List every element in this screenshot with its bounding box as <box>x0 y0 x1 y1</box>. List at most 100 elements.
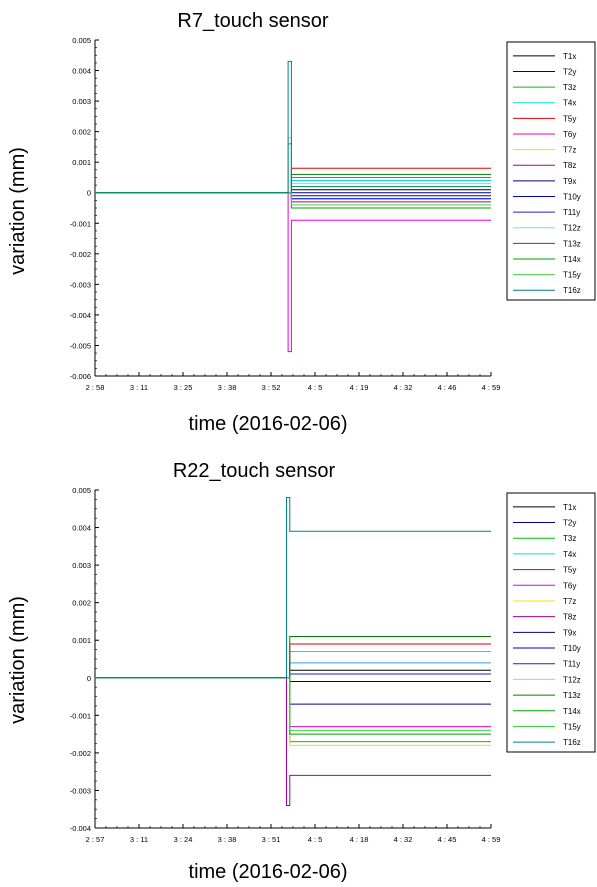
x-tick-label: 4 : 45 <box>438 835 457 844</box>
legend-label: T12z <box>563 224 581 233</box>
y-tick-label: -0.004 <box>70 311 91 320</box>
series-line-t8z <box>95 192 491 203</box>
x-tick-label: 4 : 59 <box>482 383 501 392</box>
x-tick-label: 4 : 46 <box>438 383 457 392</box>
y-tick-label: 0.001 <box>72 636 91 645</box>
x-tick-label: 3 : 51 <box>262 835 281 844</box>
legend-label: T2y <box>563 67 576 76</box>
y-tick-label: -0.002 <box>70 250 91 259</box>
x-tick-label: 3 : 38 <box>218 383 237 392</box>
legend-label: T7z <box>563 146 576 155</box>
legend-label: T13z <box>563 239 581 248</box>
legend-label: T16z <box>563 738 581 747</box>
x-tick-label: 4 : 5 <box>308 835 323 844</box>
legend-label: T6y <box>563 130 576 139</box>
y-tick-label: -0.004 <box>70 824 91 833</box>
x-tick-label: 4 : 59 <box>482 835 501 844</box>
y-tick-label: 0 <box>87 674 91 683</box>
series-line-t16z <box>95 60 491 194</box>
x-tick-label: 3 : 24 <box>174 835 193 844</box>
legend: T1x T2y T3z T4x T5y T6y T7z T8z T9x T10y T11y T12z T… <box>506 41 596 301</box>
x-axis-label: time (2016-02-06) <box>189 861 348 883</box>
y-tick-label: -0.003 <box>70 280 91 289</box>
y-axis-label: variation (mm) <box>7 596 29 724</box>
legend-label: T5y <box>563 114 576 123</box>
plot-area <box>95 497 491 806</box>
legend-label: T4x <box>563 550 576 559</box>
y-tick-label: 0.004 <box>72 524 91 533</box>
legend-label: T3z <box>563 83 576 92</box>
legend-label: T14x <box>563 255 581 264</box>
chart-panel-r22: R22_touch sensor time (2016-02-06) varia… <box>0 444 597 887</box>
series-line-t6y <box>95 677 491 728</box>
series-line-t9x <box>95 677 491 682</box>
y-tick-label: 0.003 <box>72 561 91 570</box>
y-tick-label: 0.003 <box>72 97 91 106</box>
y-tick-label: -0.002 <box>70 749 91 758</box>
legend-box <box>506 492 596 753</box>
x-tick-label: 4 : 19 <box>350 383 369 392</box>
r22-chart: R22_touch sensor time (2016-02-06) varia… <box>7 460 596 883</box>
legend-label: T10y <box>563 192 581 201</box>
series-line-t11y <box>95 673 491 679</box>
legend-label: T11y <box>563 208 580 217</box>
legend-label: T15y <box>563 722 581 731</box>
legend-box <box>506 41 596 301</box>
x-tick-label: 4 : 32 <box>394 835 413 844</box>
x-tick-label: 2 : 57 <box>86 835 105 844</box>
y-tick-label: -0.001 <box>70 711 91 720</box>
y-tick-label: 0.002 <box>72 128 91 137</box>
plot-area <box>95 60 491 353</box>
legend-label: T5y <box>563 566 576 575</box>
series-line-t5y <box>95 643 491 679</box>
y-tick-label: 0.005 <box>72 36 91 45</box>
series-line-t16z <box>95 497 491 679</box>
y-tick-label: 0.002 <box>72 599 91 608</box>
x-axis-label: time (2016-02-06) <box>189 413 348 435</box>
legend-label: T14x <box>563 707 581 716</box>
axes: 0.005 0.004 0.003 0.002 0.001 0 -0.001 -0.002 -0… <box>70 486 501 844</box>
legend-label: T15y <box>563 271 581 280</box>
x-tick-label: 2 : 58 <box>86 383 105 392</box>
x-tick-label: 4 : 32 <box>394 383 413 392</box>
x-tick-label: 4 : 5 <box>308 383 323 392</box>
legend-label: T8z <box>563 161 576 170</box>
y-tick-label: -0.006 <box>70 372 91 381</box>
legend-label: T13z <box>563 691 581 700</box>
legend-label: T9x <box>563 628 576 637</box>
y-tick-label: 0.001 <box>72 158 91 167</box>
legend-label: T3z <box>563 534 576 543</box>
legend-label: T2y <box>563 519 576 528</box>
x-tick-label: 3 : 25 <box>174 383 193 392</box>
legend-label: T11y <box>563 660 580 669</box>
legend-label: T1x <box>563 503 576 512</box>
y-tick-label: -0.005 <box>70 341 91 350</box>
chart-panel-r7: R7_touch sensor time (2016-02-06) variat… <box>0 0 597 443</box>
series-line-t7z <box>95 677 491 746</box>
x-tick-label: 3 : 11 <box>130 835 148 844</box>
legend-label: T8z <box>563 613 576 622</box>
legend-label: T12z <box>563 675 581 684</box>
legend-label: T6y <box>563 581 576 590</box>
legend: T1x T2y T3z T4x T5y T6y T7z T8z T9x T10y T11y T12z T… <box>506 492 596 753</box>
y-axis-label: variation (mm) <box>7 147 29 275</box>
legend-label: T4x <box>563 99 576 108</box>
legend-label: T16z <box>563 286 581 295</box>
x-tick-label: 3 : 38 <box>218 835 237 844</box>
chart-title: R22_touch sensor <box>173 460 336 482</box>
y-tick-label: 0.004 <box>72 67 91 76</box>
y-tick-label: -0.001 <box>70 219 91 228</box>
x-tick-label: 3 : 52 <box>262 383 281 392</box>
legend-label: T9x <box>563 177 576 186</box>
legend-label: T7z <box>563 597 576 606</box>
x-tick-label: 4 : 18 <box>350 835 369 844</box>
y-tick-label: 0 <box>87 189 91 198</box>
series-line-t6y <box>95 192 491 353</box>
series-line-t13z <box>95 636 491 679</box>
legend-label: T1x <box>563 52 576 61</box>
series-line-t14x <box>95 677 491 735</box>
x-tick-label: 3 : 11 <box>130 383 148 392</box>
axes: 0.005 0.004 0.003 0.002 0.001 0 -0.001 -0.002 -0… <box>70 36 501 392</box>
series-line-t3z <box>95 677 491 743</box>
legend-label: T10y <box>563 644 581 653</box>
